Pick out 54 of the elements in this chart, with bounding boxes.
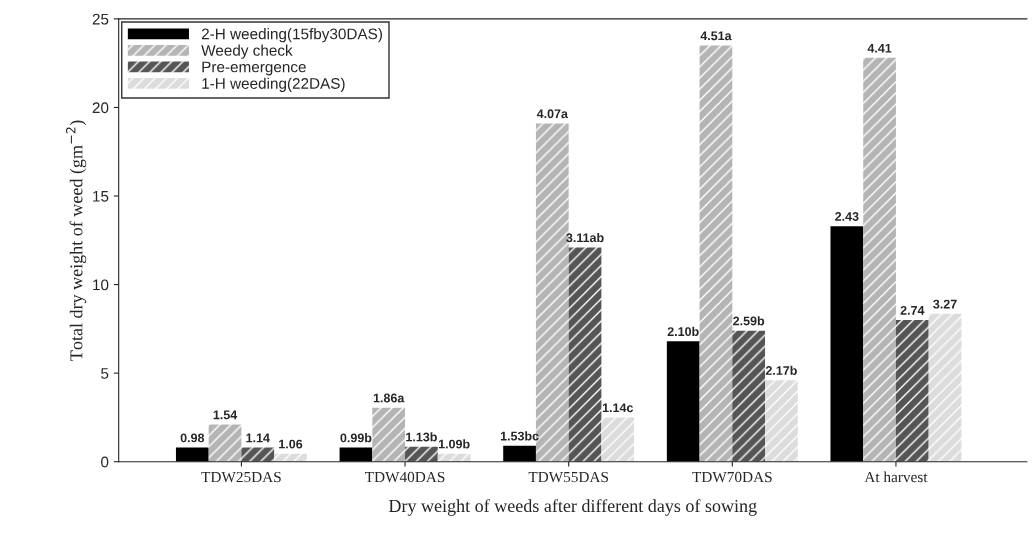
- y-axis-title: Total dry weight of weed (gm$^{−2}$): [66, 120, 87, 361]
- x-tick-label: TDW40DAS: [365, 471, 445, 483]
- bar: [503, 445, 536, 462]
- x-tick-label: TDW55DAS: [528, 471, 609, 483]
- bar: [765, 380, 798, 462]
- bar: [208, 424, 242, 462]
- annotation: 4.41: [867, 43, 892, 53]
- bar: [175, 447, 209, 462]
- bar: [830, 226, 864, 462]
- bar: [339, 447, 373, 462]
- bar: [241, 447, 275, 462]
- annotation: 1.06: [279, 439, 303, 449]
- bar: [895, 320, 929, 462]
- legend-label: Pre-emergence: [202, 61, 306, 76]
- y-tick-label: 10: [93, 279, 109, 291]
- bar: [699, 45, 733, 462]
- x-tick-label: TDW70DAS: [692, 471, 772, 483]
- annotation: 4.07a: [536, 109, 569, 119]
- annotation: 2.10b: [667, 326, 699, 337]
- annotation: 1.14c: [602, 403, 634, 413]
- annotation: 1.53bc: [500, 431, 539, 441]
- bar: [863, 57, 896, 462]
- x-tick-label: TDW25DAS: [201, 471, 281, 483]
- bar: [732, 330, 766, 462]
- legend-label: 2-H weeding(15fby30DAS): [201, 28, 382, 43]
- legend-label: 1-H weeding(22DAS): [202, 77, 345, 92]
- annotation: 1.54: [213, 410, 238, 420]
- bar: [601, 417, 635, 462]
- annotation: 0.98: [180, 433, 205, 443]
- annotation: 1.14: [246, 433, 270, 443]
- bar: [405, 446, 438, 462]
- annotation: 0.99b: [340, 433, 372, 443]
- y-tick-label: 20: [92, 102, 109, 114]
- annotation: 2.74: [900, 305, 925, 315]
- annotation: 1.86a: [373, 393, 405, 403]
- x-tick-label: At harvest: [864, 471, 928, 483]
- annotation: 2.17b: [765, 365, 797, 375]
- annotation: 3.27: [933, 299, 957, 309]
- annotation: 2.43: [835, 212, 859, 221]
- annotation: 3.11ab: [566, 232, 604, 243]
- annotation: 2.59b: [733, 316, 765, 326]
- bar: [928, 313, 962, 462]
- bar: [666, 341, 700, 462]
- annotation: 1.13b: [406, 432, 437, 442]
- x-axis-title: Dry weight of weeds after different days of sowing: [388, 499, 757, 516]
- annotation: 1.09b: [438, 439, 470, 449]
- y-tick-label: 15: [93, 191, 109, 202]
- legend-label: Weedy check: [201, 44, 293, 59]
- bar: [568, 247, 602, 462]
- bar: [372, 407, 406, 462]
- y-tick-label: 25: [92, 13, 109, 25]
- annotation: 4.51a: [700, 31, 732, 41]
- y-tick-label: 5: [101, 368, 109, 379]
- y-tick-label: 0: [101, 456, 109, 468]
